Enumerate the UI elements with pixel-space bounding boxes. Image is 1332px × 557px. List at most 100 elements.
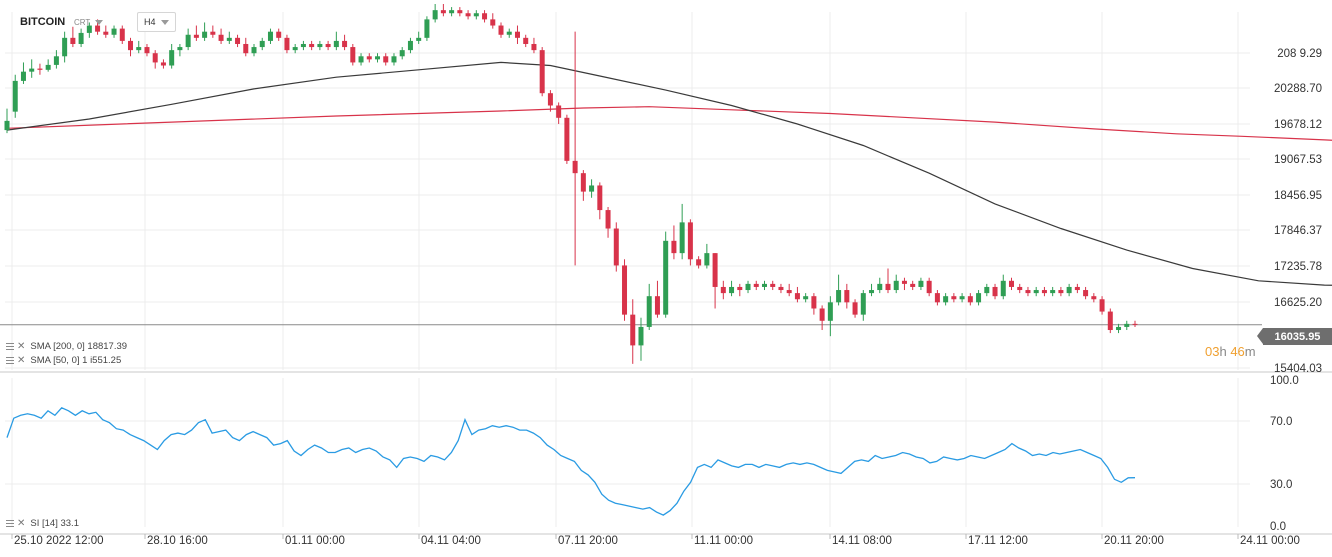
candle (654, 280, 660, 318)
candle-body (1066, 286, 1072, 294)
symbol-name[interactable]: BITCOIN (20, 16, 66, 28)
candle (860, 290, 866, 321)
candle (1107, 308, 1113, 334)
candle (523, 34, 529, 48)
candle (1025, 286, 1031, 297)
candle (416, 31, 422, 44)
time-tick-label: 04.11 04:00 (421, 535, 481, 547)
candle (778, 283, 784, 294)
candle (786, 283, 792, 297)
time-tick-label: 24.11 00:00 (1240, 535, 1300, 547)
candle-body (490, 19, 496, 26)
candle (498, 22, 504, 38)
close-icon[interactable]: ✕ (17, 355, 26, 366)
settings-icon[interactable] (6, 357, 14, 364)
time-tick-label: 25.10 2022 12:00 (14, 535, 104, 547)
candle (638, 317, 644, 361)
candle-body (827, 302, 833, 321)
candle (53, 50, 59, 69)
candle-body (391, 56, 397, 63)
candle (473, 10, 479, 20)
candle-body (284, 37, 290, 51)
candle (202, 22, 208, 41)
candle-body (712, 253, 718, 287)
settings-icon[interactable] (6, 520, 14, 527)
price-tick-label: 16625.20 (1274, 297, 1322, 309)
candle-body (473, 13, 479, 17)
countdown-hours-unit: h (1219, 344, 1227, 359)
candle (943, 293, 949, 306)
candle-body (136, 47, 142, 51)
candle-body (1008, 280, 1014, 287)
candle-body (778, 286, 784, 291)
close-icon[interactable]: ✕ (17, 341, 26, 352)
candle-body (901, 280, 907, 284)
candle-body (984, 286, 990, 294)
candle (391, 53, 397, 66)
candle-body (185, 34, 191, 48)
legend-rsi-label: SI [14] 33.1 (30, 518, 79, 529)
candle (144, 43, 150, 57)
candle-body (424, 19, 430, 38)
candle-body (761, 283, 767, 287)
timeframe-dropdown[interactable]: H4 (137, 12, 176, 32)
candle-body (193, 34, 199, 38)
candle-body (869, 290, 875, 294)
candle-body (605, 210, 611, 229)
candle (918, 277, 924, 291)
candle-body (366, 56, 372, 60)
candle (893, 274, 899, 294)
candle (20, 62, 26, 84)
candle-body (342, 40, 348, 48)
candle-body (160, 62, 166, 66)
candle-body (86, 25, 92, 33)
candle-body (267, 31, 273, 41)
candle-body (1107, 311, 1113, 331)
candle (605, 206, 611, 238)
candle-body (679, 222, 685, 254)
candle (136, 40, 142, 54)
candle-body (358, 56, 364, 63)
candle-body (654, 296, 660, 315)
candle-countdown: 03h 46m (1205, 344, 1256, 359)
candle-body (292, 47, 298, 51)
candle-body (531, 43, 537, 51)
candle-body (1124, 323, 1130, 327)
time-tick-label: 17.11 12:00 (968, 535, 1028, 547)
candle (424, 16, 430, 41)
candle (432, 4, 438, 23)
price-tick-label: 208 9.29 (1277, 48, 1322, 60)
candle (78, 28, 84, 48)
candle (547, 90, 553, 112)
candle (37, 63, 43, 75)
candle-body (1132, 323, 1138, 325)
candle-body (251, 47, 257, 54)
candle-body (877, 283, 883, 291)
price-tick-label: 18456.95 (1274, 190, 1322, 202)
candle (704, 243, 710, 269)
candle (646, 283, 652, 331)
candle-body (407, 40, 413, 51)
settings-icon[interactable] (6, 343, 14, 350)
candle (267, 28, 273, 44)
timeframe-label: H4 (144, 17, 156, 27)
candle (152, 50, 158, 69)
candle (86, 22, 92, 38)
symbol-type-dropdown[interactable]: CRT (74, 14, 104, 30)
candle-body (943, 296, 949, 303)
candle-body (918, 280, 924, 287)
candle-body (506, 31, 512, 35)
price-tick-label: 19067.53 (1274, 154, 1322, 166)
candle-body (910, 283, 916, 287)
candle-body (622, 265, 628, 315)
candle-body (580, 173, 586, 192)
price-tick-label: 17846.37 (1274, 225, 1322, 237)
close-icon[interactable]: ✕ (17, 518, 26, 529)
candle-body (300, 43, 306, 48)
candle (449, 7, 455, 17)
candle (720, 280, 726, 300)
candle-body (564, 117, 570, 161)
candle-body (630, 314, 636, 346)
candle (482, 10, 488, 23)
candle (350, 43, 356, 66)
